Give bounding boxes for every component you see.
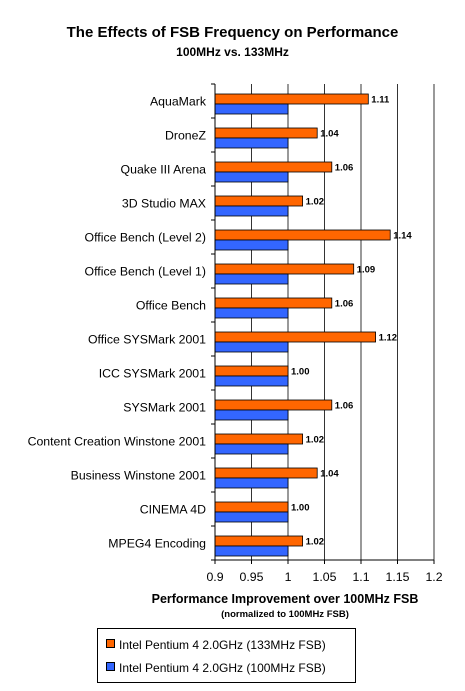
- bar-133mhz: [214, 195, 303, 207]
- bar-100mhz: [214, 511, 289, 523]
- bar-100mhz: [214, 103, 289, 115]
- legend: Intel Pentium 4 2.0GHz (133MHz FSB) Inte…: [97, 628, 356, 683]
- bar-100mhz: [214, 545, 289, 557]
- category-label: SYSMark 2001: [123, 401, 206, 415]
- category-label: Office Bench (Level 1): [85, 265, 206, 279]
- bar-100mhz: [214, 307, 289, 319]
- x-tick-label: 0.9: [206, 570, 223, 584]
- bar-133mhz: [214, 297, 333, 309]
- bar-100mhz: [214, 443, 289, 455]
- category-label: Office Bench: [136, 299, 206, 313]
- x-axis-label: Performance Improvement over 100MHz FSB: [151, 592, 419, 606]
- data-label-133mhz: 1.04: [320, 469, 339, 480]
- x-tick-label: 1.15: [386, 570, 410, 584]
- data-label-133mhz: 1.06: [335, 401, 354, 412]
- x-tick-label: 0.95: [240, 570, 264, 584]
- data-label-133mhz: 1.06: [335, 299, 354, 310]
- data-label-133mhz: 1.12: [379, 333, 398, 344]
- x-axis-note: (normalized to 100MHz FSB): [221, 609, 349, 620]
- data-label-133mhz: 1.09: [357, 265, 376, 276]
- bar-133mhz: [214, 127, 318, 139]
- data-label-133mhz: 1.02: [306, 435, 325, 446]
- bar-100mhz: [214, 273, 289, 285]
- bar-100mhz: [214, 375, 289, 387]
- data-label-133mhz: 1.02: [306, 537, 325, 548]
- bar-100mhz: [214, 205, 289, 217]
- chart-subtitle: 100MHz vs. 133MHz: [176, 45, 289, 59]
- x-tick-label: 1: [285, 570, 292, 584]
- category-label: Office Bench (Level 2): [85, 231, 206, 245]
- bar-100mhz: [214, 409, 289, 421]
- bar-133mhz: [214, 263, 355, 275]
- bar-100mhz: [214, 171, 289, 183]
- category-label: DroneZ: [165, 129, 206, 143]
- legend-item-100mhz: Intel Pentium 4 2.0GHz (100MHz FSB): [106, 661, 326, 675]
- category-label: Content Creation Winstone 2001: [28, 435, 207, 449]
- legend-swatch-100mhz: [106, 662, 115, 671]
- legend-swatch-133mhz: [106, 639, 115, 648]
- data-label-133mhz: 1.06: [335, 163, 354, 174]
- bar-133mhz: [214, 535, 303, 547]
- data-label-133mhz: 1.14: [393, 231, 412, 242]
- bar-133mhz: [214, 161, 333, 173]
- data-label-133mhz: 1.00: [291, 367, 310, 378]
- bar-133mhz: [214, 433, 303, 445]
- category-label: Office SYSMark 2001: [88, 333, 206, 347]
- category-label: AquaMark: [150, 95, 207, 109]
- x-tick-label: 1.1: [352, 570, 369, 584]
- bar-133mhz: [214, 331, 377, 343]
- legend-item-133mhz: Intel Pentium 4 2.0GHz (133MHz FSB): [106, 638, 326, 652]
- bar-100mhz: [214, 239, 289, 251]
- chart-title: The Effects of FSB Frequency on Performa…: [66, 24, 399, 41]
- bar-100mhz: [214, 477, 289, 489]
- bar-133mhz: [214, 365, 289, 377]
- category-label: 3D Studio MAX: [122, 197, 206, 211]
- category-label: CINEMA 4D: [140, 503, 206, 517]
- x-tick-label: 1.2: [425, 570, 442, 584]
- bar-133mhz: [214, 229, 391, 241]
- bar-133mhz: [214, 93, 369, 105]
- legend-label-100mhz: Intel Pentium 4 2.0GHz (100MHz FSB): [119, 661, 326, 675]
- bar-100mhz: [214, 137, 289, 149]
- x-tick-label: 1.05: [313, 570, 337, 584]
- data-label-133mhz: 1.00: [291, 503, 310, 514]
- category-label: ICC SYSMark 2001: [99, 367, 206, 381]
- bar-133mhz: [214, 467, 318, 479]
- data-label-133mhz: 1.04: [320, 129, 339, 140]
- data-label-133mhz: 1.02: [306, 197, 325, 208]
- category-label: Business Winstone 2001: [71, 469, 207, 483]
- bar-100mhz: [214, 341, 289, 353]
- category-label: MPEG4 Encoding: [108, 537, 206, 551]
- data-label-133mhz: 1.11: [371, 95, 390, 106]
- category-label: Quake III Arena: [121, 163, 207, 177]
- bar-133mhz: [214, 399, 333, 411]
- bar-133mhz: [214, 501, 289, 513]
- legend-label-133mhz: Intel Pentium 4 2.0GHz (133MHz FSB): [119, 638, 326, 652]
